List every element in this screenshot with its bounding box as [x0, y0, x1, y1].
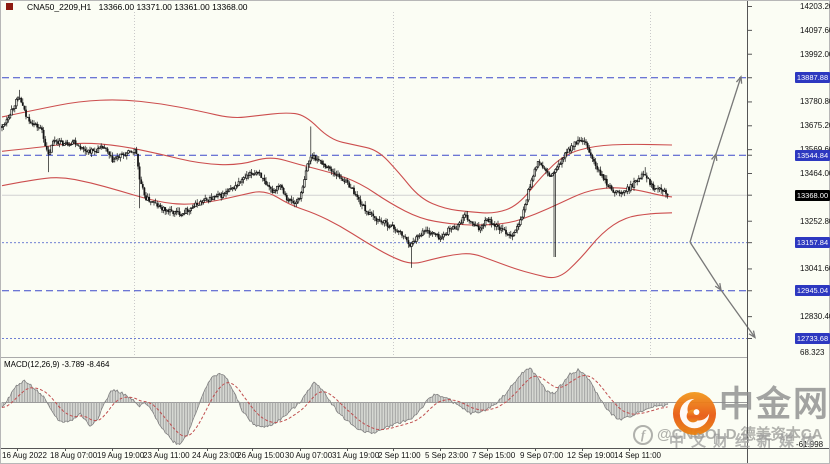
price-axis-label: 14097.60 [800, 25, 830, 35]
time-axis-label: 7 Sep 15:00 [472, 451, 516, 460]
price-axis-label: 12830.40 [800, 312, 830, 322]
price-axis-label: 13569.60 [800, 145, 830, 154]
price-level-flag: 13157.84 [795, 237, 830, 249]
macd-axis-low-label: -61.998 [796, 440, 824, 449]
price-level-flag: 13544.84 [795, 149, 830, 161]
time-axis-label: 16 Aug 2022 [2, 451, 47, 460]
time-axis-label: 19 Aug 19:00 [97, 451, 145, 460]
time-axis-label: 23 Aug 11:00 [143, 451, 190, 460]
price-level-flag: 12945.04 [795, 285, 830, 297]
time-axis-label: 31 Aug 19:00 [332, 451, 380, 460]
chart-symbol-icon [6, 3, 13, 10]
macd-axis-high-label: 68.323 [800, 348, 825, 357]
price-axis-label: 13252.80 [800, 216, 830, 226]
price-level-flag: 13887.88 [795, 72, 830, 84]
price-level-flag: 12733.68 [795, 333, 830, 344]
time-axis-label: 24 Aug 23:00 [192, 451, 240, 460]
price-axis-label: 13992.00 [800, 49, 830, 59]
current-price-flag: 13368.00 [795, 189, 830, 201]
chart-title: CNA50_2209,H1 13366.00 13371.00 13361.00… [27, 2, 248, 12]
time-axis-label: 26 Aug 15:00 [237, 451, 285, 460]
ohlc-values: 13366.00 13371.00 13361.00 13368.00 [98, 2, 248, 12]
time-axis-label: 14 Sep 11:00 [614, 451, 662, 460]
time-axis-label: 18 Aug 07:00 [50, 451, 98, 460]
price-axis-label: 13675.20 [800, 121, 830, 131]
time-axis-label: 9 Sep 07:00 [520, 451, 564, 460]
price-axis-label: 14203.20 [800, 2, 830, 11]
price-axis-label: 13780.80 [800, 97, 830, 107]
macd-indicator-label: MACD(12,26,9) -3.789 -8.464 [4, 360, 110, 369]
chart-symbol-label: CNA50_2209,H1 [27, 2, 92, 12]
time-axis-label: 12 Sep 19:00 [567, 451, 615, 460]
time-axis-label: 30 Aug 07:00 [285, 451, 333, 460]
time-axis-label: 5 Sep 23:00 [425, 451, 469, 460]
time-axis-label: 2 Sep 11:00 [378, 451, 421, 460]
price-axis-label: 13041.60 [800, 264, 830, 274]
price-axis-label: 13464.00 [800, 169, 830, 178]
